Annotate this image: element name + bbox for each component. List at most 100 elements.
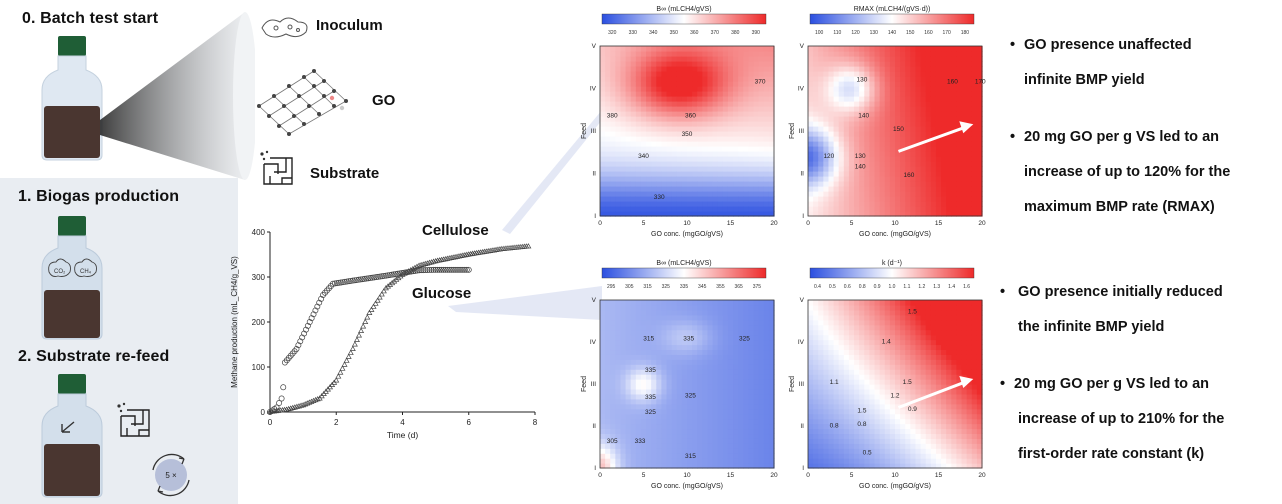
x-axis-label: Time (d)	[387, 430, 418, 440]
heat-cell	[743, 433, 750, 439]
heat-cell	[656, 56, 663, 62]
heat-cell	[646, 384, 652, 390]
heat-cell	[758, 86, 765, 92]
heat-cell	[722, 344, 729, 351]
heat-cell	[661, 418, 668, 425]
heat-cell	[859, 56, 865, 62]
heat-cell	[717, 359, 724, 365]
heat-cell	[951, 359, 958, 365]
heat-cell	[971, 181, 978, 187]
heat-cell	[976, 71, 983, 77]
heat-cell	[681, 428, 688, 435]
heat-cell	[717, 309, 724, 316]
heat-cell	[930, 186, 937, 192]
heat-cell	[884, 96, 891, 102]
heat-cell	[920, 408, 927, 415]
heat-cell	[813, 56, 819, 62]
heat-cell	[702, 206, 709, 212]
heat-cell	[712, 324, 719, 331]
heat-cell	[681, 359, 688, 365]
heat-cell	[625, 106, 632, 112]
heat-cell	[615, 71, 622, 77]
heat-cell	[930, 388, 937, 395]
heat-cell	[971, 56, 978, 62]
heat-cell	[646, 76, 652, 82]
heat-cell	[727, 384, 734, 390]
heat-cell	[738, 438, 744, 444]
heat-cell	[920, 448, 927, 454]
heat-cell	[600, 458, 606, 464]
heat-cell	[848, 186, 855, 192]
heat-cell	[702, 86, 709, 92]
heat-cell	[833, 56, 840, 62]
glucose-point	[318, 295, 325, 302]
heat-cell	[854, 413, 860, 420]
heat-cell	[646, 463, 652, 469]
heat-cell	[615, 443, 622, 449]
heat-cell	[640, 126, 647, 132]
heat-cell	[768, 156, 775, 162]
heat-cell	[681, 91, 688, 97]
heat-cell	[905, 201, 911, 207]
heat-cell	[813, 66, 819, 72]
heat-cell	[920, 443, 927, 449]
heat-cell	[895, 324, 901, 331]
heat-cell	[681, 196, 688, 202]
heat-cell	[681, 309, 688, 316]
heat-cell	[738, 334, 744, 341]
heat-cell	[930, 379, 937, 385]
heat-cell	[951, 398, 958, 405]
heat-cell	[605, 403, 611, 410]
heat-cell	[808, 349, 814, 355]
heat-cell	[879, 106, 886, 112]
heat-cell	[925, 126, 932, 132]
heat-cell	[640, 51, 647, 57]
heat-cell	[768, 131, 775, 137]
heat-cell	[733, 364, 739, 370]
heat-cell	[697, 448, 703, 454]
heat-cell	[651, 86, 657, 92]
heat-cell	[687, 111, 693, 117]
heat-cell	[930, 111, 937, 117]
heat-cell	[722, 413, 729, 420]
heat-cell	[671, 56, 678, 62]
heat-cell	[661, 141, 668, 147]
heat-cell	[712, 176, 719, 182]
heat-cell	[823, 309, 830, 316]
heat-cell	[753, 423, 760, 430]
heat-cell	[620, 161, 627, 167]
heat-cell	[925, 46, 932, 52]
heat-cell	[935, 458, 942, 464]
heat-cell	[920, 309, 927, 316]
heat-cell	[707, 186, 714, 192]
heat-cell	[956, 354, 963, 360]
heat-cell	[681, 304, 688, 311]
heat-cell	[818, 116, 824, 122]
heat-cell	[859, 181, 865, 187]
heat-cell	[722, 349, 729, 355]
heat-cell	[733, 201, 739, 207]
heat-cell	[895, 448, 901, 454]
heat-cell	[971, 196, 978, 202]
glucose-point	[316, 299, 323, 306]
heat-cell	[625, 201, 632, 207]
heat-cell	[935, 369, 942, 375]
heat-cell	[748, 458, 755, 464]
heat-cell	[848, 458, 855, 464]
heat-cell	[848, 61, 855, 67]
heat-cell	[687, 146, 693, 152]
heat-cell	[605, 191, 611, 197]
heat-cell	[900, 458, 906, 464]
heat-cell	[666, 339, 673, 346]
heat-cell	[758, 66, 765, 72]
heat-cell	[687, 201, 693, 207]
heat-cell	[889, 418, 896, 425]
heat-cell	[910, 300, 917, 306]
heat-cell	[733, 304, 739, 311]
heat-cell	[889, 101, 896, 107]
heat-cell	[635, 334, 642, 341]
heat-cell	[625, 463, 632, 469]
heat-cell	[925, 66, 932, 72]
heat-cell	[640, 71, 647, 77]
heat-cell	[966, 423, 973, 430]
